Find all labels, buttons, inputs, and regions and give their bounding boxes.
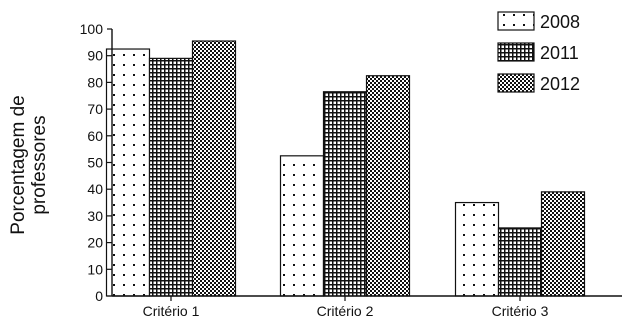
y-ticks: 0 10 20 30 40 50 60 70 80 90 100 (80, 21, 112, 304)
x-category-label-3: Critério 3 (492, 303, 549, 319)
x-category-label-1: Critério 1 (143, 303, 200, 319)
legend-swatch-2011 (497, 42, 535, 62)
y-tick-label-70: 70 (87, 101, 103, 117)
bar-2011-critério-1 (148, 57, 194, 297)
y-tick-label-10: 10 (87, 261, 103, 277)
bar-2012-critério-3 (540, 191, 586, 297)
y-tick-label-90: 90 (87, 48, 103, 64)
y-tick-label-40: 40 (87, 181, 103, 197)
legend-swatch-2008 (497, 11, 535, 31)
bar-2008-critério-3 (454, 201, 500, 297)
legend: 2008 2011 2012 (497, 11, 580, 94)
y-axis-label: Porcentagem de professores (8, 95, 50, 234)
bar-2012-critério-1 (191, 40, 237, 297)
x-category-label-2: Critério 2 (317, 303, 374, 319)
y-tick-label-60: 60 (87, 128, 103, 144)
legend-label-2008: 2008 (540, 12, 580, 32)
bar-2011-critério-2 (322, 91, 368, 297)
y-axis-label-line-2: professores (29, 115, 50, 214)
y-tick-label-20: 20 (87, 235, 103, 251)
y-tick-label-80: 80 (87, 74, 103, 90)
legend-swatch-2012 (497, 73, 535, 93)
legend-label-2011: 2011 (540, 43, 579, 63)
y-axis-label-line-1: Porcentagem de (8, 95, 29, 234)
bar-2011-critério-3 (497, 227, 543, 297)
y-tick-label-0: 0 (95, 288, 103, 304)
y-tick-label-100: 100 (80, 21, 104, 37)
bar-2012-critério-2 (365, 75, 411, 297)
bars (105, 40, 586, 297)
bar-2008-critério-1 (105, 48, 151, 297)
x-category-labels: Critério 1 Critério 2 Critério 3 (143, 296, 549, 319)
y-tick-label-50: 50 (87, 155, 103, 171)
y-tick-label-30: 30 (87, 208, 103, 224)
legend-label-2012: 2012 (540, 74, 580, 94)
bar-2008-critério-2 (279, 155, 325, 297)
